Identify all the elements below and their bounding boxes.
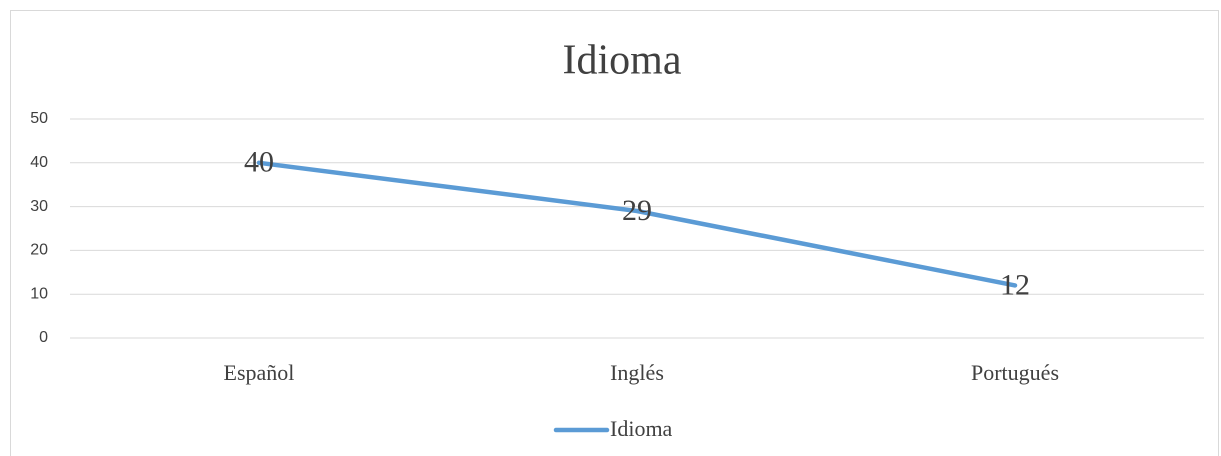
- data-label: 12: [1000, 268, 1030, 301]
- chart-title: Idioma: [563, 38, 682, 84]
- y-tick-label: 40: [30, 154, 48, 171]
- data-label: 40: [244, 146, 274, 179]
- y-tick-label: 30: [30, 198, 48, 215]
- x-tick-label: Español: [224, 360, 295, 385]
- x-tick-label: Portugués: [971, 360, 1059, 385]
- y-tick-label: 20: [30, 242, 48, 259]
- data-line: [256, 160, 1018, 288]
- data-label: 29: [622, 194, 652, 227]
- legend-label: Idioma: [610, 416, 673, 441]
- chart-border: [10, 10, 1219, 456]
- x-tick-label: Inglés: [610, 360, 664, 385]
- y-tick-label: 0: [39, 329, 48, 346]
- y-tick-label: 50: [30, 110, 48, 127]
- y-tick-label: 10: [30, 285, 48, 302]
